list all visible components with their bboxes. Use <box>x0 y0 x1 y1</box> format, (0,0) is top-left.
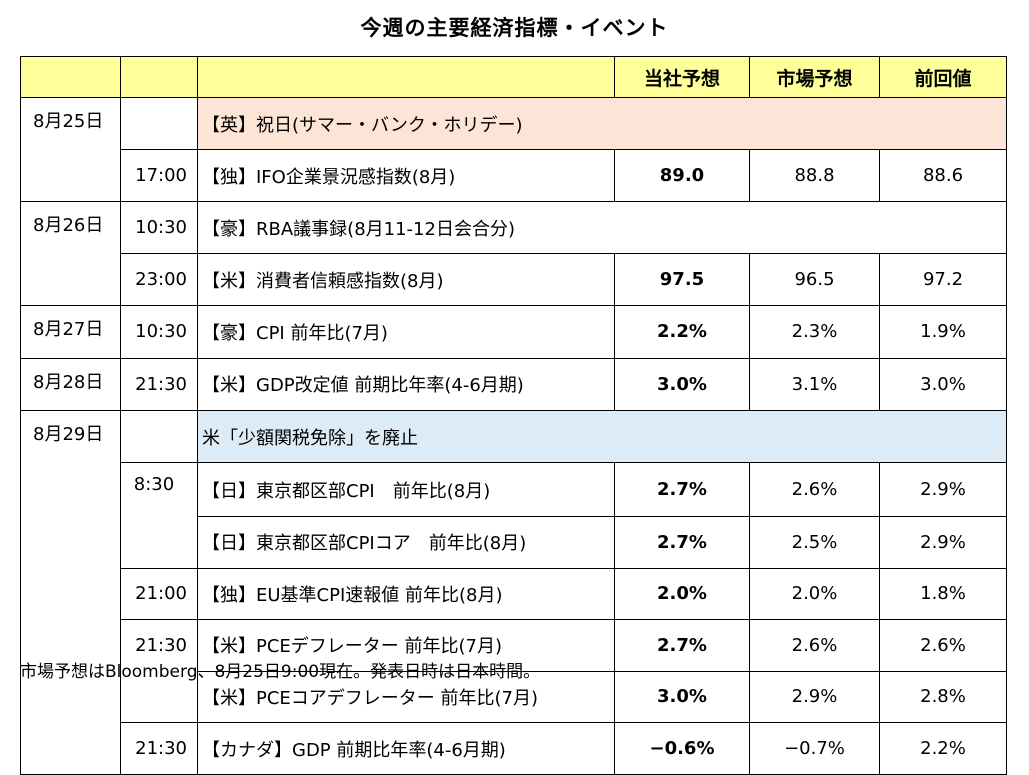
previous-cell: 1.9% <box>879 305 1007 359</box>
time-cell: 21:00 <box>120 567 198 620</box>
date-cell: 8月26日 <box>20 201 121 254</box>
time-cell <box>120 97 198 150</box>
event-cell: 【豪】RBA議事録(8月11-12日会合分) <box>197 201 1007 254</box>
time-cell: 23:00 <box>120 253 198 306</box>
header-previous: 前回値 <box>879 56 1007 98</box>
forecast-cell: 2.7% <box>614 462 750 517</box>
table-row: 8月29日 米「少額関税免除」を廃止 <box>20 410 1007 463</box>
time-cell <box>120 410 198 463</box>
event-cell: 米「少額関税免除」を廃止 <box>197 410 1007 463</box>
forecast-cell: 2.7% <box>614 619 750 672</box>
event-cell: 【カナダ】GDP 前期比年率(4-6月期) <box>197 722 615 775</box>
forecast-cell: 2.0% <box>614 567 750 620</box>
table-row: 8月27日 10:30 【豪】CPI 前年比(7月) 2.2% 2.3% 1.9… <box>20 305 1007 359</box>
consensus-cell: 2.6% <box>749 619 880 672</box>
previous-cell: 88.6 <box>879 149 1007 202</box>
forecast-cell: 2.2% <box>614 305 750 359</box>
date-cell <box>20 149 121 202</box>
header-forecast: 当社予想 <box>614 56 750 98</box>
event-cell: 【独】IFO企業景況感指数(8月) <box>197 149 615 202</box>
forecast-cell: −0.6% <box>614 722 750 775</box>
previous-cell: 1.8% <box>879 567 1007 620</box>
time-cell: 10:30 <box>120 305 198 359</box>
previous-cell: 2.9% <box>879 516 1007 569</box>
event-cell: 【豪】CPI 前年比(7月) <box>197 305 615 359</box>
date-cell <box>20 253 121 306</box>
table-row: 8:30 【日】東京都区部CPI 前年比(8月) 2.7% 2.6% 2.9% <box>20 462 1007 517</box>
date-cell: 8月29日 <box>20 410 121 463</box>
event-cell: 【独】EU基準CPI速報値 前年比(8月) <box>197 567 615 620</box>
consensus-cell: 2.5% <box>749 516 880 569</box>
forecast-cell: 3.0% <box>614 357 750 411</box>
time-cell: 21:30 <box>120 357 198 411</box>
table-row: 21:30 【米】PCEデフレーター 前年比(7月) 2.7% 2.6% 2.6… <box>20 619 1007 672</box>
consensus-cell: 96.5 <box>749 253 880 306</box>
consensus-cell: 3.1% <box>749 357 880 411</box>
consensus-cell: 2.0% <box>749 567 880 620</box>
time-cell: 21:30 <box>120 619 198 671</box>
consensus-cell: 88.8 <box>749 149 880 202</box>
previous-cell: 2.8% <box>879 670 1007 723</box>
table-row: 21:30 【カナダ】GDP 前期比年率(4-6月期) −0.6% −0.7% … <box>20 722 1007 775</box>
time-cell <box>120 516 198 569</box>
time-cell: 21:30 <box>120 722 198 775</box>
date-cell: 8月27日 <box>20 305 121 359</box>
table-row: 17:00 【独】IFO企業景況感指数(8月) 89.0 88.8 88.6 <box>20 149 1007 202</box>
date-cell <box>20 722 121 775</box>
forecast-cell: 97.5 <box>614 253 750 306</box>
time-cell: 8:30 <box>120 462 198 517</box>
event-cell: 【日】東京都区部CPIコア 前年比(8月) <box>197 516 615 569</box>
time-cell: 17:00 <box>120 149 198 202</box>
previous-cell: 2.2% <box>879 722 1007 775</box>
event-cell: 【英】祝日(サマー・バンク・ホリデー) <box>197 97 1007 150</box>
table-row: 8月25日 【英】祝日(サマー・バンク・ホリデー) <box>20 97 1007 150</box>
forecast-cell: 89.0 <box>614 149 750 202</box>
date-cell: 8月28日 <box>20 357 121 411</box>
time-cell: 10:30 <box>120 201 198 254</box>
event-cell: 【日】東京都区部CPI 前年比(8月) <box>197 462 615 517</box>
date-cell: 8月25日 <box>20 97 121 150</box>
consensus-cell: 2.9% <box>749 670 880 723</box>
consensus-cell: 2.6% <box>749 462 880 517</box>
table-row: 21:00 【独】EU基準CPI速報値 前年比(8月) 2.0% 2.0% 1.… <box>20 567 1007 620</box>
consensus-cell: −0.7% <box>749 722 880 775</box>
header-event <box>197 56 615 98</box>
header-consensus: 市場予想 <box>749 56 880 98</box>
date-cell <box>20 516 121 568</box>
table-header-row: 当社予想 市場予想 前回値 <box>20 56 1007 98</box>
table-row: 8月28日 21:30 【米】GDP改定値 前期比年率(4-6月期) 3.0% … <box>20 357 1007 411</box>
forecast-cell: 3.0% <box>614 670 750 723</box>
previous-cell: 2.9% <box>879 462 1007 517</box>
previous-cell: 2.6% <box>879 619 1007 672</box>
footnote: 市場予想はBloomberg、8月25日9:00現在。発表日時は日本時間。 <box>20 662 541 682</box>
header-date <box>20 56 121 98</box>
table-row: 8月26日 10:30 【豪】RBA議事録(8月11-12日会合分) <box>20 201 1007 254</box>
date-cell <box>20 462 121 517</box>
date-cell <box>20 568 121 620</box>
forecast-cell: 2.7% <box>614 516 750 569</box>
consensus-cell: 2.3% <box>749 305 880 359</box>
table-row: 23:00 【米】消費者信頼感指数(8月) 97.5 96.5 97.2 <box>20 253 1007 306</box>
event-cell: 【米】消費者信頼感指数(8月) <box>197 253 615 306</box>
header-time <box>120 56 198 98</box>
event-cell: 【米】GDP改定値 前期比年率(4-6月期) <box>197 357 615 411</box>
previous-cell: 97.2 <box>879 253 1007 306</box>
table-row: 【日】東京都区部CPIコア 前年比(8月) 2.7% 2.5% 2.9% <box>20 516 1007 569</box>
previous-cell: 3.0% <box>879 357 1007 411</box>
page-title: 今週の主要経済指標・イベント <box>360 16 669 40</box>
